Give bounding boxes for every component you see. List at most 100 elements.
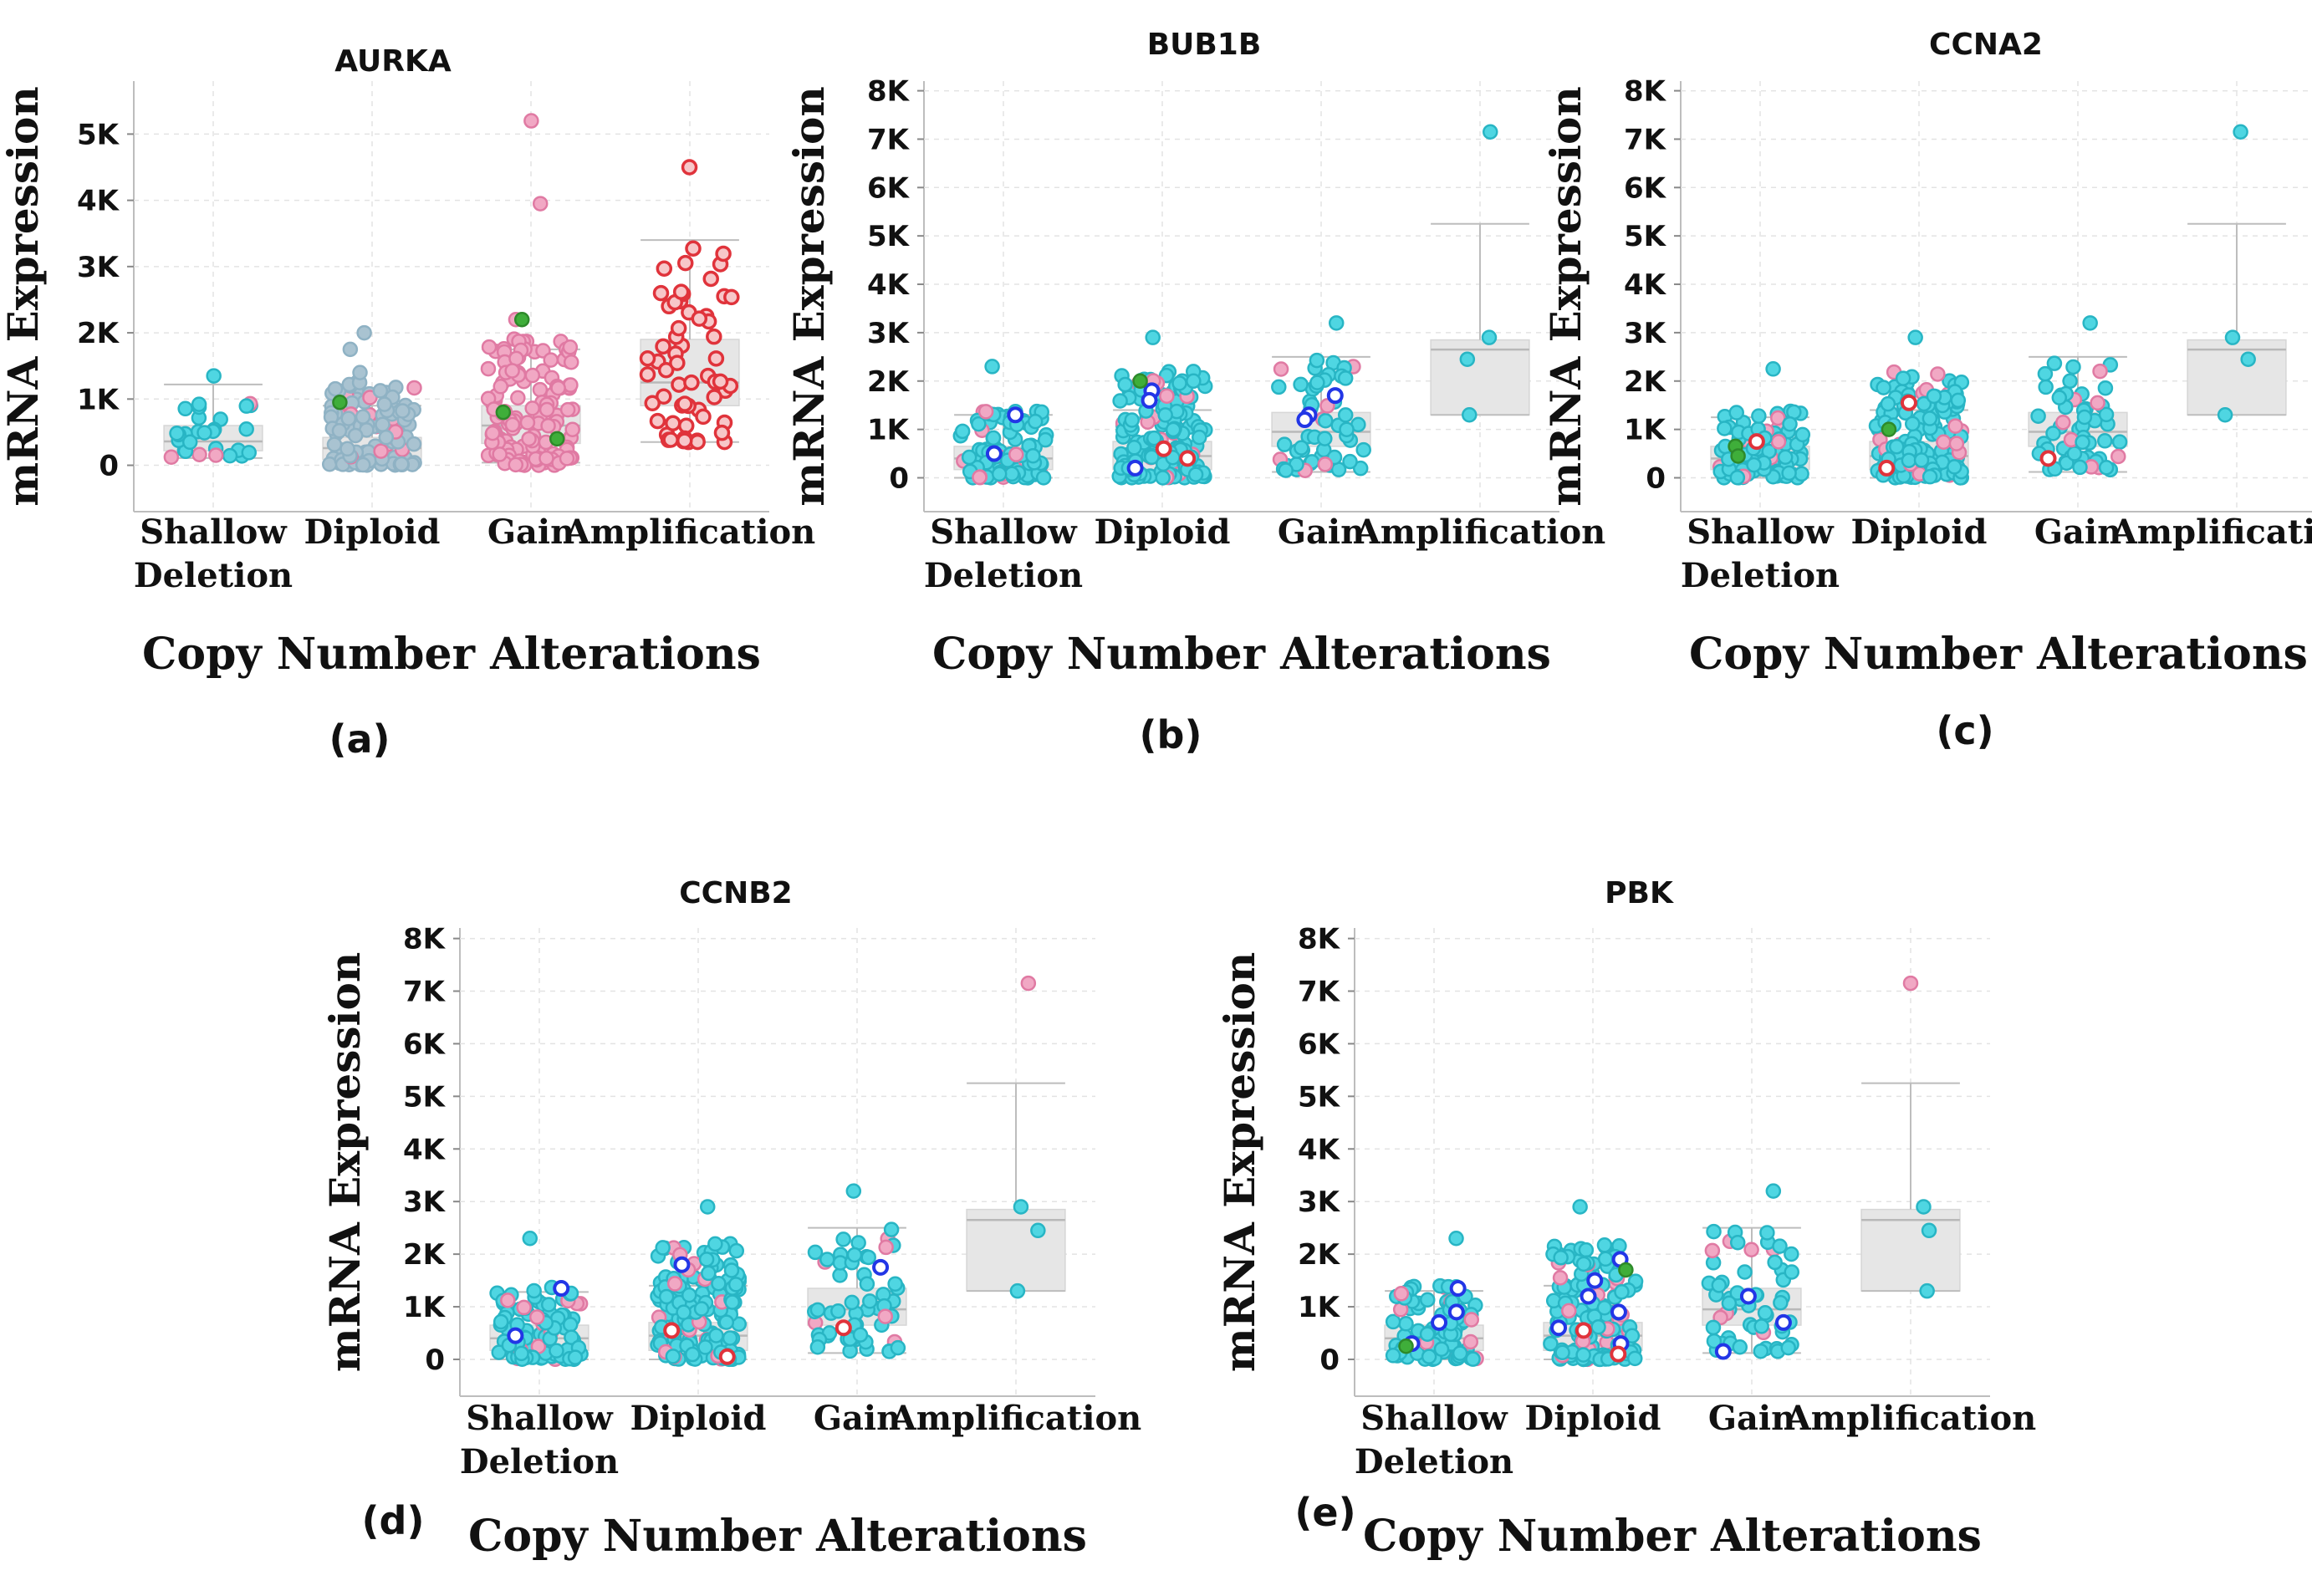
- data-point: [723, 288, 740, 306]
- data-point: [532, 381, 549, 398]
- data-point: [1463, 1312, 1480, 1328]
- data-point: [890, 1339, 906, 1356]
- data-point: [513, 311, 530, 328]
- data-point: [1704, 1242, 1721, 1259]
- y-axis-label: mRNA Expression: [1541, 86, 1590, 506]
- data-point: [673, 1256, 691, 1273]
- data-point: [2065, 359, 2081, 375]
- data-point: [691, 310, 708, 327]
- y-tick-label: 8K: [867, 75, 911, 109]
- data-point: [1717, 421, 1733, 436]
- data-point: [2090, 395, 2105, 411]
- data-point: [340, 410, 357, 426]
- data-point: [356, 324, 372, 341]
- x-tick-label: Diploid: [630, 1399, 767, 1438]
- data-point: [985, 430, 1002, 446]
- data-point: [708, 1328, 724, 1344]
- data-point: [663, 1322, 681, 1339]
- data-point: [2075, 434, 2090, 451]
- data-point: [1907, 329, 1923, 345]
- x-tick-label: Deletion: [134, 556, 293, 595]
- data-point: [1767, 1254, 1783, 1271]
- data-point: [508, 456, 524, 473]
- data-point: [807, 1244, 824, 1261]
- data-point: [972, 469, 988, 486]
- y-tick-label: 8K: [1624, 75, 1667, 109]
- y-tick-label: 6K: [1624, 171, 1667, 205]
- data-point: [1448, 1230, 1464, 1247]
- data-point: [1610, 1303, 1627, 1321]
- data-point: [706, 389, 722, 405]
- data-point: [540, 1297, 557, 1313]
- data-point: [1459, 351, 1476, 367]
- data-point: [985, 445, 1003, 462]
- data-point: [834, 1319, 852, 1337]
- y-tick-label: 7K: [867, 123, 911, 156]
- y-tick-label: 4K: [867, 268, 911, 302]
- data-point: [521, 431, 537, 447]
- x-tick-label: Deletion: [1681, 556, 1840, 595]
- data-point: [562, 339, 579, 355]
- data-point: [1144, 449, 1160, 466]
- data-point: [728, 1242, 745, 1259]
- data-point: [2111, 434, 2128, 450]
- data-point: [532, 196, 549, 212]
- x-axis-label: Copy Number Alterations: [1363, 1511, 1982, 1562]
- data-point: [1575, 1347, 1591, 1363]
- data-point: [1294, 440, 1309, 456]
- data-point: [707, 1236, 723, 1252]
- data-point: [373, 443, 389, 459]
- data-point: [493, 379, 509, 395]
- data-point: [1618, 1262, 1634, 1278]
- data-point: [563, 377, 579, 393]
- data-point: [191, 396, 207, 412]
- data-point: [718, 1314, 735, 1330]
- y-tick-label: 7K: [1298, 976, 1341, 1009]
- data-point: [695, 408, 712, 426]
- y-tick-label: 5K: [403, 1080, 447, 1114]
- box: [1430, 339, 1530, 416]
- data-point: [1880, 395, 1896, 412]
- x-tick-label: Diploid: [1525, 1399, 1661, 1438]
- data-point: [540, 417, 556, 434]
- data-point: [1385, 1348, 1401, 1364]
- data-point: [238, 398, 255, 414]
- data-point: [567, 1349, 584, 1365]
- data-point: [809, 1302, 826, 1318]
- data-point: [2217, 407, 2233, 423]
- data-point: [1278, 462, 1294, 478]
- data-point: [1132, 373, 1148, 390]
- data-point: [2076, 409, 2093, 426]
- data-point: [549, 431, 565, 447]
- data-point: [2038, 379, 2054, 395]
- y-tick-label: 5K: [1298, 1080, 1341, 1114]
- data-point: [543, 352, 559, 368]
- data-point: [510, 390, 526, 406]
- data-point: [844, 1294, 860, 1311]
- data-point: [652, 284, 670, 302]
- data-point: [1586, 1272, 1604, 1289]
- data-point: [676, 432, 693, 449]
- data-point: [2097, 380, 2114, 396]
- data-point: [553, 1280, 570, 1298]
- data-point: [1317, 431, 1333, 446]
- data-point: [1276, 436, 1293, 452]
- x-tick-label: Gain: [1278, 512, 1365, 552]
- chart-title: CCNB2: [679, 876, 792, 910]
- y-axis-label: mRNA Expression: [0, 86, 48, 506]
- data-point: [1916, 395, 1932, 412]
- data-point: [1553, 1250, 1569, 1266]
- chart-panel-pbk: 0 1K 2K 3K 4K 5K 6K 7K 8K PBK mRNA Expression Shall…: [1215, 876, 2036, 1562]
- data-point: [1765, 1183, 1782, 1199]
- data-point: [713, 424, 731, 441]
- x-tick-label: Amplification: [1784, 1399, 2037, 1438]
- x-tick-label: Shallow: [1360, 1399, 1508, 1438]
- data-point: [662, 431, 679, 448]
- data-point: [550, 380, 566, 396]
- data-point: [1919, 1282, 1935, 1299]
- chart-title: AURKA: [334, 44, 452, 79]
- data-point: [1714, 1343, 1732, 1360]
- data-point: [1030, 1222, 1046, 1239]
- data-point: [1009, 1282, 1026, 1299]
- data-point: [883, 1221, 900, 1237]
